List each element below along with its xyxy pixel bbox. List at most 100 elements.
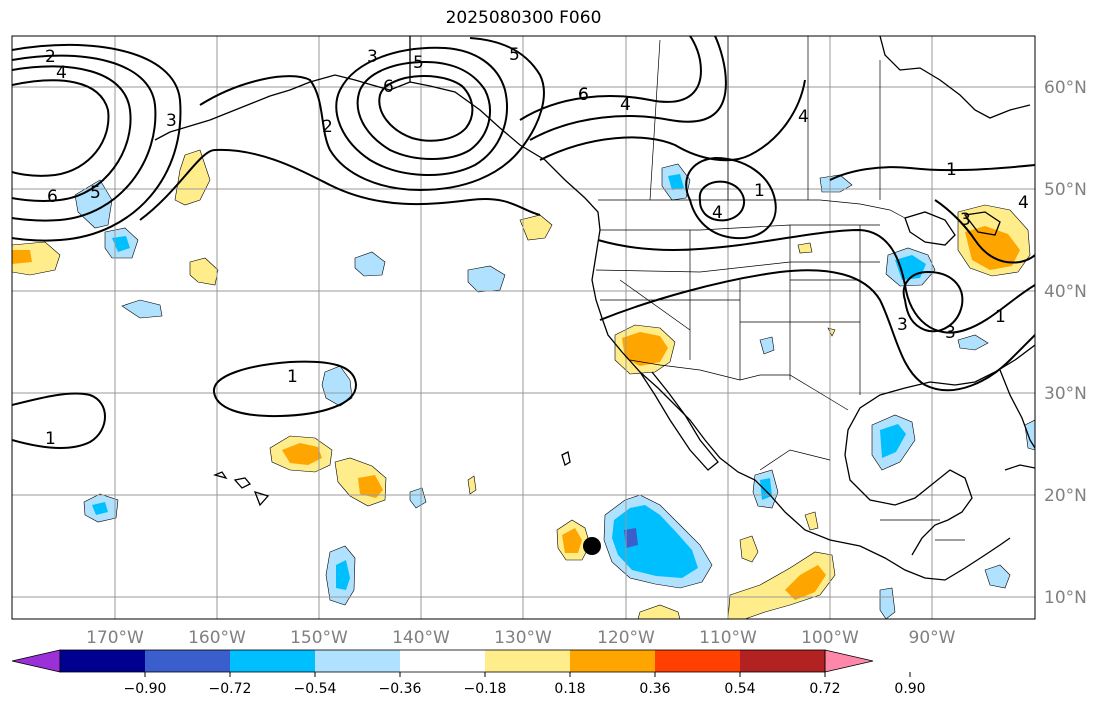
- anomaly-positive-shade: [739, 535, 759, 563]
- anomaly-positive-shade: [189, 257, 219, 286]
- contour-label: 1: [754, 181, 765, 201]
- graticule: [12, 36, 1035, 619]
- contour-label: 1: [45, 429, 56, 449]
- contour-label: 4: [798, 107, 809, 127]
- colorbar-segment: [485, 650, 570, 672]
- lat-label: 50°N: [1044, 180, 1087, 200]
- coastlines: [154, 36, 1035, 581]
- anomaly-positive-core: [965, 226, 1020, 270]
- canada-us-border: [598, 199, 906, 219]
- contour-label: 4: [1018, 193, 1029, 213]
- anomaly-positive-shade: [804, 511, 819, 531]
- north-america-coastline: [409, 36, 1011, 581]
- contour-19: [934, 199, 1035, 264]
- anomaly-positive-core: [562, 528, 582, 553]
- contour-labels: 2 4 5 6 3 6 2 5 3 6 5 6 4 4 1 4 1 1 1 3 …: [45, 45, 1029, 449]
- colorbar-underflow-triangle: [11, 649, 61, 673]
- hudson-coastline: [879, 36, 1031, 119]
- colorbar-tick-label: −0.36: [379, 681, 422, 697]
- colorbar-segment: [60, 650, 145, 672]
- florida-coastline: [999, 369, 1035, 449]
- contour-label: 6: [47, 187, 58, 207]
- contour-7: [335, 46, 508, 177]
- anomaly-negative-core: [760, 478, 772, 500]
- clipperton-mark: [561, 451, 571, 466]
- great-lakes: [963, 211, 1001, 236]
- lat-label: 30°N: [1044, 384, 1087, 404]
- contour-10: [519, 36, 702, 121]
- anomaly-positive-shade: [797, 242, 813, 254]
- contour-13: [685, 156, 777, 240]
- anomaly-negative-shade: [1024, 419, 1035, 451]
- us-state-borders: [595, 224, 880, 395]
- contour-label: 3: [367, 47, 378, 67]
- contour-17: [902, 270, 964, 333]
- lon-label: 130°W: [494, 628, 552, 648]
- colorbar-frame: [59, 649, 826, 673]
- lat-label: 60°N: [1044, 78, 1087, 98]
- colorbar-tick-label: 0.54: [724, 681, 755, 697]
- anomaly-negative-shade: [984, 564, 1011, 589]
- contour-label: 5: [413, 53, 424, 73]
- contour-label: 6: [578, 85, 589, 105]
- mexico-state-borders: [759, 449, 965, 541]
- us-mexico-border: [629, 359, 849, 411]
- anomaly-negative-shade: [759, 336, 775, 355]
- colorbar-segment: [570, 650, 655, 672]
- colorbar-segment: [400, 650, 485, 672]
- colorbar-tick-label: −0.18: [464, 681, 507, 697]
- contour-9: [378, 75, 474, 142]
- anomaly-positive-core: [282, 443, 322, 465]
- colorbar-overflow-triangle: [824, 649, 874, 673]
- lon-label: 110°W: [699, 628, 757, 648]
- contour-label: 5: [509, 45, 520, 65]
- anomaly-negative-shade: [121, 299, 163, 319]
- anomaly-negative-shade: [467, 265, 506, 293]
- lon-label: 100°W: [801, 628, 859, 648]
- anomaly-negative-core: [336, 560, 350, 590]
- anomaly-positive-core: [785, 565, 826, 600]
- colorbar-tick-label: 0.72: [809, 681, 840, 697]
- contour-3: [12, 54, 157, 222]
- lon-label: 150°W: [290, 628, 348, 648]
- anomaly-negative-core: [668, 174, 684, 190]
- anomaly-negative-shade: [957, 334, 989, 351]
- contour-label: 1: [995, 307, 1006, 327]
- contour-15: [597, 228, 1035, 334]
- colorbar-segment: [230, 650, 315, 672]
- anomaly-positive-shade: [727, 551, 836, 619]
- contour-label: 1: [946, 160, 957, 180]
- colorbar-segment: [315, 650, 400, 672]
- anomaly-positive-shade: [637, 604, 681, 619]
- anomaly-positive-core: [358, 475, 383, 498]
- anomaly-positive-core: [12, 250, 32, 264]
- contour-lines: [12, 36, 1035, 449]
- colorbar-tick-label: 0.18: [554, 681, 585, 697]
- lon-label: 120°W: [597, 628, 655, 648]
- colorbar-segment: [145, 650, 230, 672]
- contour-1: [12, 79, 110, 177]
- contour-4: [12, 43, 182, 242]
- cuba: [1004, 464, 1035, 471]
- contour-label: 3: [897, 315, 908, 335]
- latitude-labels: 60°N 50°N 40°N 30°N 20°N 10°N: [1044, 78, 1087, 608]
- political-borders: [595, 36, 965, 541]
- lon-label: 140°W: [392, 628, 450, 648]
- anomaly-negative-core: [112, 236, 130, 252]
- colorbar-tick-label: 0.90: [894, 681, 925, 697]
- contour-label: 3: [960, 210, 971, 230]
- contour-14: [698, 180, 745, 222]
- colorbar: −0.90 −0.72 −0.54 −0.36 −0.18 0.18 0.36 0.54 0.7…: [11, 649, 926, 697]
- contour-6: [199, 37, 545, 192]
- anomaly-positive-shade: [467, 475, 477, 495]
- colorbar-tick-label: −0.54: [294, 681, 337, 697]
- baja-coastline: [639, 371, 719, 471]
- colorbar-tick-label: −0.90: [124, 681, 167, 697]
- lon-label: 170°W: [86, 628, 144, 648]
- storm-center-marker: [583, 537, 601, 555]
- contour-label: 3: [166, 111, 177, 131]
- lat-label: 10°N: [1044, 588, 1087, 608]
- contour-label: 4: [620, 95, 631, 115]
- mexico-gulf-coastline: [844, 344, 1035, 556]
